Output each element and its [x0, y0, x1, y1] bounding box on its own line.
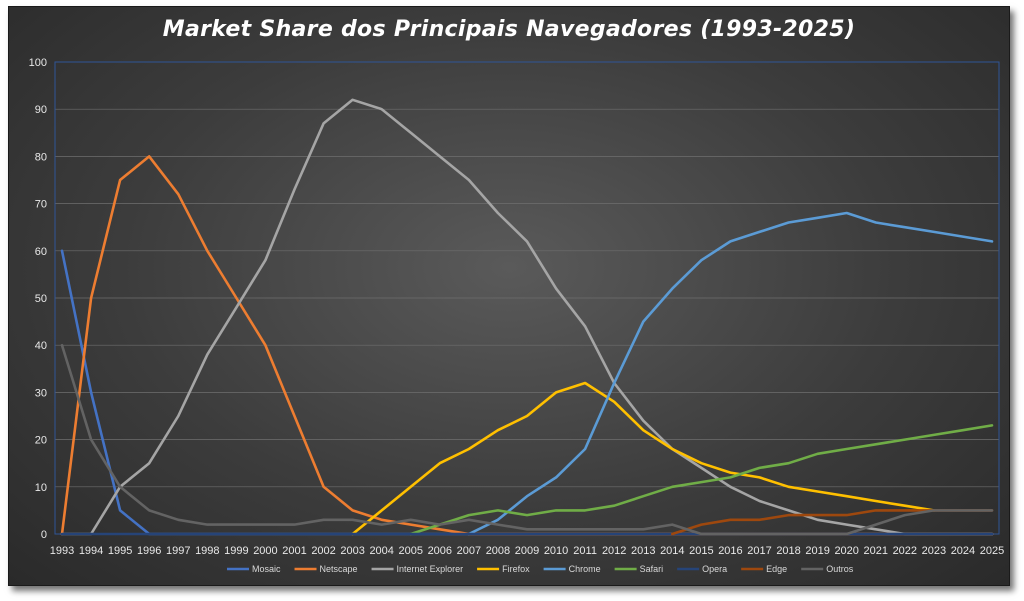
legend-item-netscape: Netscape	[294, 564, 358, 574]
x-tick-label: 2014	[660, 545, 684, 557]
legend-label: Firefox	[502, 564, 530, 574]
series-line-safari	[409, 424, 994, 536]
x-axis-ticks: 1993 1994 1995 1996 1997 1998 1999 2000 2001 2002…	[50, 545, 1004, 557]
x-tick-label: 2024	[951, 545, 975, 557]
legend-label: Netscape	[320, 564, 358, 574]
legend-label: Edge	[766, 564, 787, 574]
series-line-chrome	[467, 211, 994, 536]
x-tick-label: 1997	[166, 545, 190, 557]
x-tick-label: 2002	[311, 545, 335, 557]
x-tick-label: 2019	[805, 545, 829, 557]
legend-item-internet-explorer: Internet Explorer	[371, 564, 464, 574]
x-tick-label: 2000	[253, 545, 277, 557]
legend-item-opera: Opera	[677, 564, 727, 574]
x-tick-label: 1993	[50, 545, 74, 557]
legend-item-safari: Safari	[614, 564, 664, 574]
x-tick-label: 2007	[457, 545, 481, 557]
series-line-outros	[60, 343, 994, 536]
y-tick-label: 20	[35, 435, 47, 447]
x-tick-label: 1995	[108, 545, 132, 557]
x-tick-label: 2013	[631, 545, 655, 557]
x-tick-label: 2023	[922, 545, 946, 557]
x-tick-label: 2020	[834, 545, 858, 557]
x-tick-label: 2025	[980, 545, 1004, 557]
x-tick-label: 2001	[282, 545, 306, 557]
legend-label: Internet Explorer	[397, 564, 464, 574]
series-line-internet-explorer	[60, 98, 994, 536]
legend-label: Chrome	[569, 564, 601, 574]
x-tick-label: 2018	[776, 545, 800, 557]
y-tick-label: 80	[35, 151, 47, 163]
x-tick-label: 2011	[573, 545, 597, 557]
x-tick-label: 2006	[428, 545, 452, 557]
legend-item-outros: Outros	[801, 564, 854, 574]
y-tick-label: 50	[35, 293, 47, 305]
legend-item-edge: Edge	[741, 564, 787, 574]
x-tick-label: 1998	[195, 545, 219, 557]
x-tick-label: 2021	[864, 545, 888, 557]
x-tick-label: 1999	[224, 545, 248, 557]
x-tick-label: 2017	[747, 545, 771, 557]
chart-frame: Market Share dos Principais Navegadores …	[8, 6, 1010, 586]
x-tick-label: 2008	[486, 545, 510, 557]
gridlines	[55, 108, 999, 488]
y-tick-label: 60	[35, 246, 47, 258]
legend-item-mosaic: Mosaic	[227, 564, 281, 574]
x-tick-label: 2003	[340, 545, 364, 557]
y-tick-label: 40	[35, 340, 47, 352]
y-tick-label: 10	[35, 482, 47, 494]
x-tick-label: 1994	[79, 545, 103, 557]
x-tick-label: 2016	[718, 545, 742, 557]
y-tick-label: 70	[35, 199, 47, 211]
x-tick-label: 2010	[544, 545, 568, 557]
legend: Mosaic Netscape Internet Explorer Firefox Ch…	[227, 564, 854, 574]
legend-label: Mosaic	[252, 564, 281, 574]
x-tick-label: 2012	[602, 545, 626, 557]
legend-label: Safari	[640, 564, 664, 574]
y-axis-ticks: 0 10 20 30 40 50 60 70 80 90 100	[29, 57, 47, 541]
series-lines	[60, 98, 994, 536]
y-tick-label: 0	[41, 529, 47, 541]
y-tick-label: 90	[35, 104, 47, 116]
legend-label: Outros	[826, 564, 854, 574]
legend-label: Opera	[702, 564, 727, 574]
legend-item-firefox: Firefox	[477, 564, 530, 574]
x-tick-label: 2005	[399, 545, 423, 557]
x-tick-label: 2022	[893, 545, 917, 557]
x-tick-label: 1996	[137, 545, 161, 557]
x-tick-label: 2004	[369, 545, 393, 557]
series-line-firefox	[351, 381, 936, 536]
y-tick-label: 30	[35, 387, 47, 399]
chart-title: Market Share dos Principais Navegadores …	[162, 17, 856, 42]
y-tick-label: 100	[29, 57, 47, 69]
x-tick-label: 2015	[689, 545, 713, 557]
legend-item-chrome: Chrome	[543, 564, 601, 574]
x-tick-label: 2009	[515, 545, 539, 557]
